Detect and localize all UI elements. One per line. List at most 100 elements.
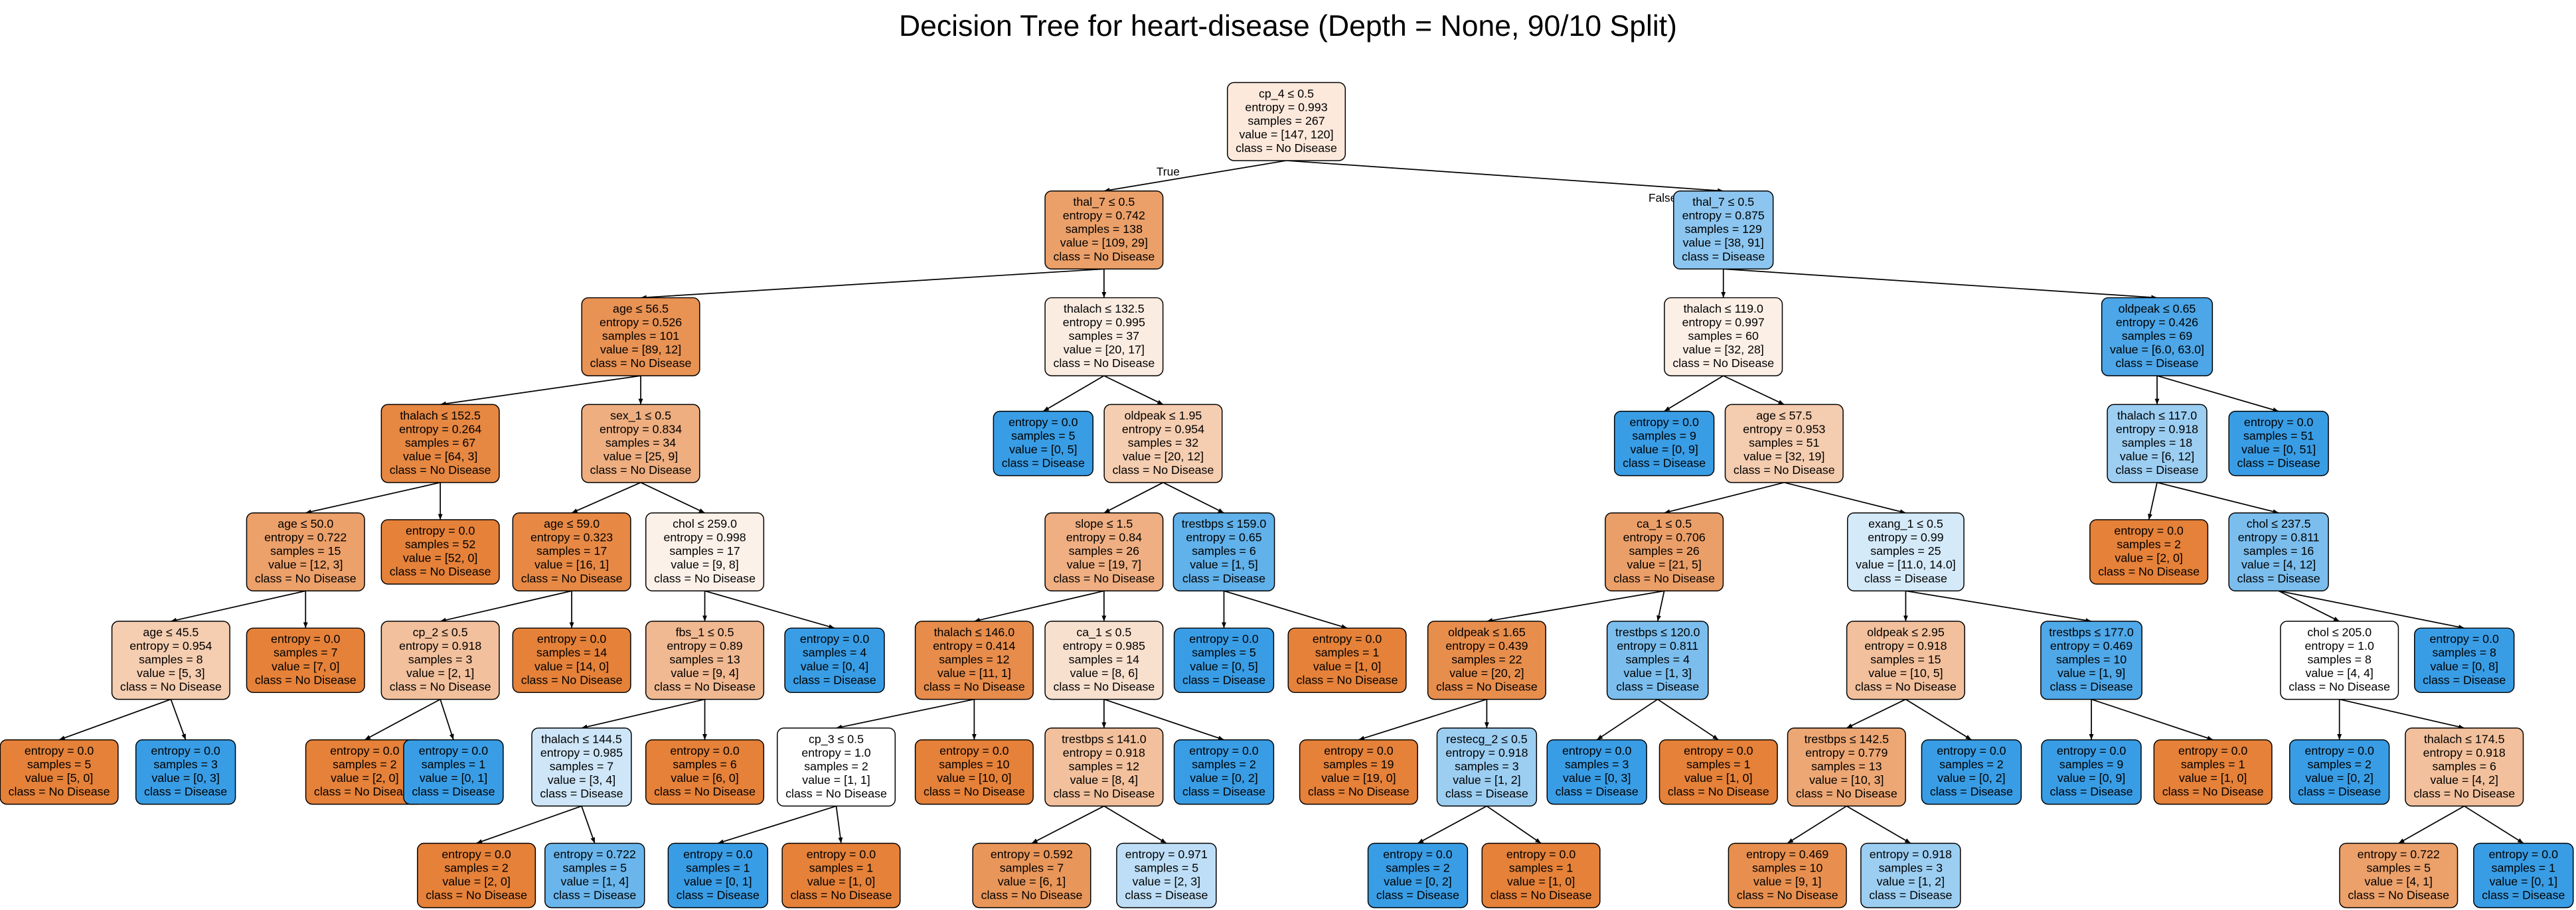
node-text: value = [12, 3] [268, 558, 343, 571]
node-text: entropy = 0.954 [129, 639, 212, 652]
node-text: value = [8, 4] [1070, 773, 1138, 787]
node-text: entropy = 0.971 [1125, 848, 1208, 861]
node-text: class = No Disease [390, 565, 491, 578]
edge [1664, 482, 1785, 514]
node-text: value = [2, 0] [442, 875, 510, 888]
node-text: value = [1, 0] [807, 875, 875, 888]
node-text: entropy = 0.89 [667, 639, 742, 652]
node-box [512, 512, 631, 592]
node-text: oldpeak ≤ 2.95 [1867, 625, 1945, 639]
node-text: entropy = 0.0 [271, 633, 340, 646]
node-text: class = No Disease [521, 571, 623, 585]
node-text: entropy = 0.918 [1870, 848, 1952, 861]
node-box [1173, 739, 1275, 805]
node-box [1044, 512, 1164, 592]
node-box [1299, 739, 1418, 805]
node-text: samples = 1 [809, 861, 874, 874]
node-text: thal_7 ≤ 0.5 [1073, 195, 1135, 209]
node-text: value = [1, 0] [1684, 771, 1752, 785]
node-box [380, 621, 500, 700]
node-text: entropy = 0.0 [330, 744, 399, 757]
node-text: samples = 1 [1509, 861, 1573, 874]
edge [2148, 482, 2158, 520]
edge [1042, 375, 1105, 412]
node-text: samples = 12 [1069, 759, 1139, 773]
node-box [1921, 739, 2022, 805]
node-text: value = [6, 12] [2120, 449, 2194, 463]
node-text: cp_3 ≤ 0.5 [809, 732, 864, 746]
node-text: class = No Disease [1236, 141, 1337, 155]
edge [2156, 482, 2279, 514]
node-box [135, 739, 236, 805]
edge [364, 698, 441, 741]
node-box [645, 621, 765, 700]
node-text: samples = 3 [1879, 861, 1943, 874]
node-text: entropy = 0.323 [530, 531, 613, 544]
node-box [2280, 621, 2399, 700]
node-text: samples = 4 [803, 646, 867, 659]
node-text: value = [0, 9] [2057, 771, 2125, 785]
node-box [2101, 297, 2214, 376]
node-text: age ≤ 50.0 [278, 517, 333, 530]
node-text: samples = 15 [1870, 653, 1941, 666]
node-text: samples = 12 [939, 653, 1009, 666]
node-text: class = No Disease [255, 571, 357, 585]
node-text: entropy = 0.0 [1562, 744, 1631, 757]
node-text: entropy = 0.0 [25, 744, 94, 757]
node-text: value = [20, 2] [1449, 666, 1524, 680]
node-text: class = No Disease [521, 673, 623, 686]
node-box [2228, 512, 2329, 592]
node-text: entropy = 0.0 [1937, 744, 2006, 757]
node-box [972, 842, 1091, 909]
node-text: samples = 1 [422, 758, 486, 771]
node-text: value = [0, 3] [151, 771, 219, 785]
node-text: value = [10, 0] [937, 771, 1011, 785]
node-text: class = Disease [2482, 888, 2565, 901]
node-text: class = Disease [1556, 785, 1639, 798]
node-text: class = No Disease [1613, 571, 1715, 585]
edge [1784, 482, 1906, 514]
edge [171, 590, 306, 623]
edge [640, 268, 1104, 300]
node-text: class = No Disease [390, 680, 491, 694]
node-text: oldpeak ≤ 1.65 [1448, 625, 1526, 639]
node-text: entropy = 0.953 [1743, 422, 1825, 435]
node-text: entropy = 0.439 [1445, 639, 1528, 652]
node-text: entropy = 0.0 [2178, 744, 2247, 757]
node-text: samples = 2 [333, 758, 396, 771]
node-box [1044, 621, 1164, 700]
node-text: samples = 69 [2122, 329, 2192, 342]
node-text: entropy = 0.84 [1066, 531, 1142, 544]
node-box [1546, 739, 1647, 805]
node-text: class = No Disease [1855, 680, 1957, 694]
node-box [1481, 842, 1601, 909]
node-text: value = [1, 0] [1507, 875, 1575, 888]
node-text: value = [0, 8] [2431, 660, 2498, 673]
node-text: value = [6, 1] [998, 875, 1066, 888]
node-text: class = No Disease [654, 571, 756, 585]
node-text: value = [5, 3] [137, 666, 204, 680]
node-text: entropy = 0.811 [2238, 531, 2320, 544]
node-text: thalach ≤ 146.0 [934, 625, 1015, 639]
node-text: samples = 67 [405, 436, 475, 449]
node-text: entropy = 0.0 [2489, 848, 2558, 861]
edge [974, 590, 1105, 623]
node-text: value = [0, 1] [2490, 875, 2557, 888]
node-text: class = No Disease [2098, 565, 2200, 578]
node-text: value = [2, 0] [2115, 551, 2182, 564]
node-text: entropy = 0.0 [807, 848, 876, 861]
node-text: entropy = 0.65 [1186, 531, 1261, 544]
edges: True False [58, 160, 2524, 844]
node-text: entropy = 0.0 [670, 744, 739, 757]
node-text: value = [0, 4] [801, 660, 868, 673]
